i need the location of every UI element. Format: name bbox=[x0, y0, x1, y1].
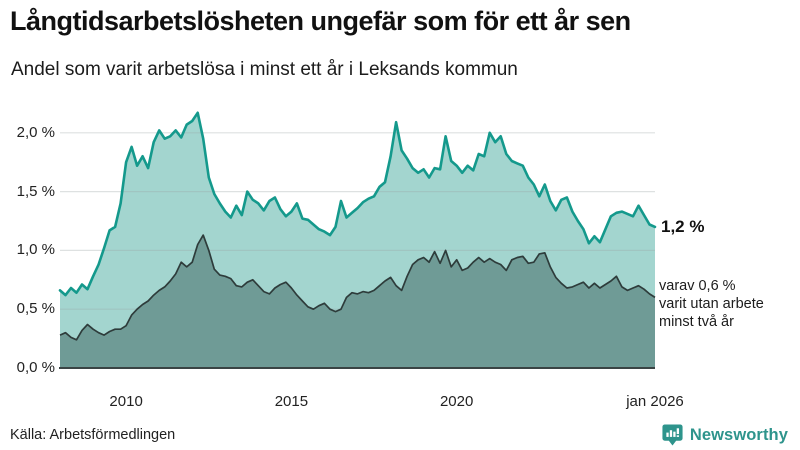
y-tick-label: 0,5 % bbox=[16, 300, 55, 318]
total-line bbox=[58, 111, 657, 297]
page-title: Långtidsarbetslösheten ungefär som för e… bbox=[10, 6, 631, 36]
x-tick-label: 2020 bbox=[439, 393, 474, 410]
two-year-line bbox=[59, 234, 656, 341]
newsworthy-speech-bubble-bar-chart-icon bbox=[662, 424, 683, 446]
annotation-line-2: varit utan arbete bbox=[659, 296, 764, 312]
annotation-line-3: minst två år bbox=[659, 314, 734, 330]
y-tick-label: 0,0 % bbox=[16, 359, 55, 376]
y-tick-label: 1,0 % bbox=[16, 241, 55, 259]
y-tick-label: 2,0 % bbox=[16, 123, 55, 141]
x-tick-label: 2010 bbox=[109, 393, 143, 410]
newsworthy-logo: Newsworthy bbox=[661, 423, 788, 447]
x-tick-label: jan 2026 bbox=[626, 393, 684, 410]
x-tick-label: 2015 bbox=[274, 393, 309, 410]
two-year-area-fill bbox=[60, 235, 655, 368]
page-subtitle: Andel som varit arbetslösa i minst ett å… bbox=[11, 59, 518, 80]
total-series-end-value-label: 1,2 % bbox=[661, 217, 705, 236]
two-year-series-annotation: varav 0,6 % varit utan arbete minst två … bbox=[659, 277, 764, 331]
newsworthy-wordmark: Newsworthy bbox=[689, 425, 788, 444]
source-attribution: Källa: Arbetsförmedlingen bbox=[10, 427, 176, 443]
annotation-line-1: varav 0,6 % bbox=[659, 278, 736, 294]
y-tick-label: 1,5 % bbox=[16, 182, 55, 200]
